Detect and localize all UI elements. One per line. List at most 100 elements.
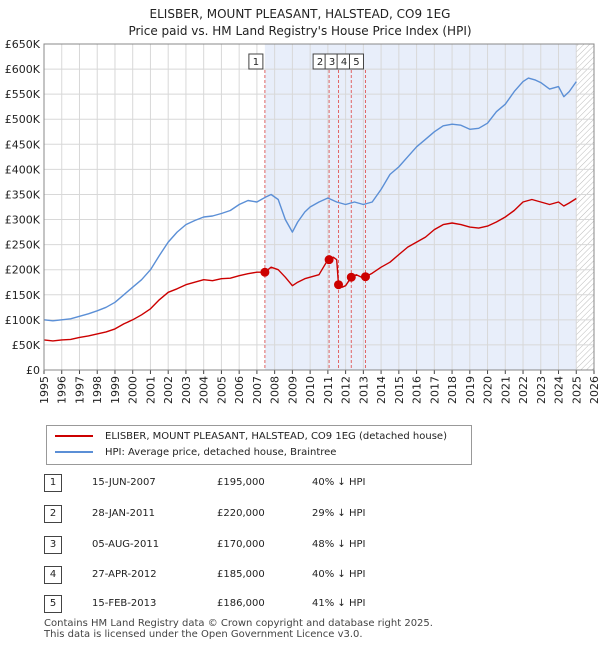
transaction-hpi: 48% ↓ HPI <box>312 539 366 550</box>
transaction-date: 27-APR-2012 <box>92 569 157 580</box>
x-tick-label: 2012 <box>340 376 353 404</box>
legend-label-hpi: HPI: Average price, detached house, Brai… <box>105 447 337 458</box>
footer-line: This data is licensed under the Open Gov… <box>44 629 363 640</box>
sale-number-label: 3 <box>329 57 335 68</box>
transaction-number: 5 <box>44 595 62 613</box>
transaction-row: 4 27-APR-2012 £185,000 40% ↓ HPI <box>44 566 384 584</box>
y-tick-label: £550K <box>5 88 41 101</box>
x-tick-label: 1998 <box>91 376 104 404</box>
chart-title: ELISBER, MOUNT PLEASANT, HALSTEAD, CO9 1… <box>149 7 451 21</box>
x-tick-label: 2026 <box>588 376 600 404</box>
sale-point <box>346 272 356 282</box>
x-tick-label: 2008 <box>269 376 282 404</box>
transaction-date: 05-AUG-2011 <box>92 539 160 550</box>
y-tick-label: £100K <box>5 314 41 327</box>
x-tick-label: 2023 <box>535 376 548 404</box>
y-tick-label: £400K <box>5 163 41 176</box>
transaction-row: 1 15-JUN-2007 £195,000 40% ↓ HPI <box>44 474 384 492</box>
plot-frame <box>43 43 595 371</box>
y-tick-label: £600K <box>5 63 41 76</box>
x-tick-label: 2016 <box>411 376 424 404</box>
sale-point <box>324 255 334 265</box>
transaction-hpi: 40% ↓ HPI <box>312 477 366 488</box>
y-tick-label: £350K <box>5 188 41 201</box>
transaction-row: 3 05-AUG-2011 £170,000 48% ↓ HPI <box>44 536 384 554</box>
chart-subtitle: Price paid vs. HM Land Registry's House … <box>128 24 472 38</box>
sale-point <box>334 280 344 290</box>
chart-title-block: ELISBER, MOUNT PLEASANT, HALSTEAD, CO9 1… <box>0 6 600 40</box>
hpi-line <box>43 77 577 322</box>
legend-swatch-property <box>55 435 93 437</box>
x-tick-label: 1995 <box>38 376 51 404</box>
transaction-hpi: 40% ↓ HPI <box>312 569 366 580</box>
sale-number-label: 5 <box>353 57 359 68</box>
x-tick-label: 2014 <box>375 376 388 404</box>
transaction-number: 3 <box>44 536 62 554</box>
y-tick-label: £250K <box>5 239 41 252</box>
transaction-row: 5 15-FEB-2013 £186,000 41% ↓ HPI <box>44 595 384 613</box>
y-tick-label: £500K <box>5 113 41 126</box>
transaction-date: 15-FEB-2013 <box>92 598 157 609</box>
x-tick-label: 2015 <box>393 376 406 404</box>
transaction-price: £170,000 <box>217 539 265 550</box>
transaction-hpi: 29% ↓ HPI <box>312 508 366 519</box>
y-tick-label: £200K <box>5 264 41 277</box>
transaction-price: £186,000 <box>217 598 265 609</box>
transaction-number: 2 <box>44 505 62 523</box>
x-tick-label: 2025 <box>570 376 583 404</box>
y-tick-label: £450K <box>5 138 41 151</box>
y-tick-label: £0 <box>26 364 40 377</box>
x-tick-label: 2002 <box>162 376 175 404</box>
x-tick-label: 2011 <box>322 376 335 404</box>
x-tick-label: 2017 <box>428 376 441 404</box>
sale-number-box <box>348 53 364 70</box>
x-tick-label: 2013 <box>357 376 370 404</box>
x-tick-label: 2005 <box>215 376 228 404</box>
y-tick-label: £650K <box>5 38 41 51</box>
y-tick-label: £300K <box>5 214 41 227</box>
x-tick-label: 2007 <box>251 376 264 404</box>
x-tick-label: 2021 <box>499 376 512 404</box>
transaction-number: 1 <box>44 474 62 492</box>
sale-number-label: 1 <box>253 57 259 68</box>
sale-point <box>360 272 370 282</box>
sale-number-box <box>248 53 264 70</box>
footer-note: Contains HM Land Registry data © Crown c… <box>44 618 433 640</box>
x-tick-label: 2022 <box>517 376 530 404</box>
transaction-price: £185,000 <box>217 569 265 580</box>
ownership-period-shade <box>264 44 577 370</box>
x-tick-label: 2004 <box>198 376 211 404</box>
legend-item-hpi: HPI: Average price, detached house, Brai… <box>55 445 336 461</box>
x-tick-label: 1997 <box>73 376 86 404</box>
sale-number-label: 4 <box>341 57 347 68</box>
transaction-date: 15-JUN-2007 <box>92 477 156 488</box>
legend-swatch-hpi <box>55 451 93 453</box>
transaction-number: 4 <box>44 566 62 584</box>
chart-legend: ELISBER, MOUNT PLEASANT, HALSTEAD, CO9 1… <box>46 425 472 465</box>
x-tick-label: 1999 <box>109 376 122 404</box>
x-tick-label: 2010 <box>304 376 317 404</box>
x-tick-label: 2001 <box>144 376 157 404</box>
legend-label-property: ELISBER, MOUNT PLEASANT, HALSTEAD, CO9 1… <box>105 431 447 442</box>
sale-number-label: 2 <box>317 57 323 68</box>
transaction-price: £220,000 <box>217 508 265 519</box>
transaction-price: £195,000 <box>217 477 265 488</box>
x-tick-label: 2018 <box>446 376 459 404</box>
transaction-row: 2 28-JAN-2011 £220,000 29% ↓ HPI <box>44 505 384 523</box>
sale-point <box>260 267 270 277</box>
x-tick-label: 2003 <box>180 376 193 404</box>
forecast-hatch <box>576 44 594 370</box>
y-tick-label: £150K <box>5 289 41 302</box>
x-tick-label: 2009 <box>286 376 299 404</box>
x-tick-label: 2020 <box>482 376 495 404</box>
footer-line: Contains HM Land Registry data © Crown c… <box>44 618 433 629</box>
x-tick-label: 2006 <box>233 376 246 404</box>
x-tick-label: 1996 <box>56 376 69 404</box>
x-tick-label: 2019 <box>464 376 477 404</box>
transaction-date: 28-JAN-2011 <box>92 508 156 519</box>
transaction-hpi: 41% ↓ HPI <box>312 598 366 609</box>
legend-item-property: ELISBER, MOUNT PLEASANT, HALSTEAD, CO9 1… <box>55 429 447 445</box>
x-tick-label: 2024 <box>553 376 566 404</box>
x-tick-label: 2000 <box>127 376 140 404</box>
